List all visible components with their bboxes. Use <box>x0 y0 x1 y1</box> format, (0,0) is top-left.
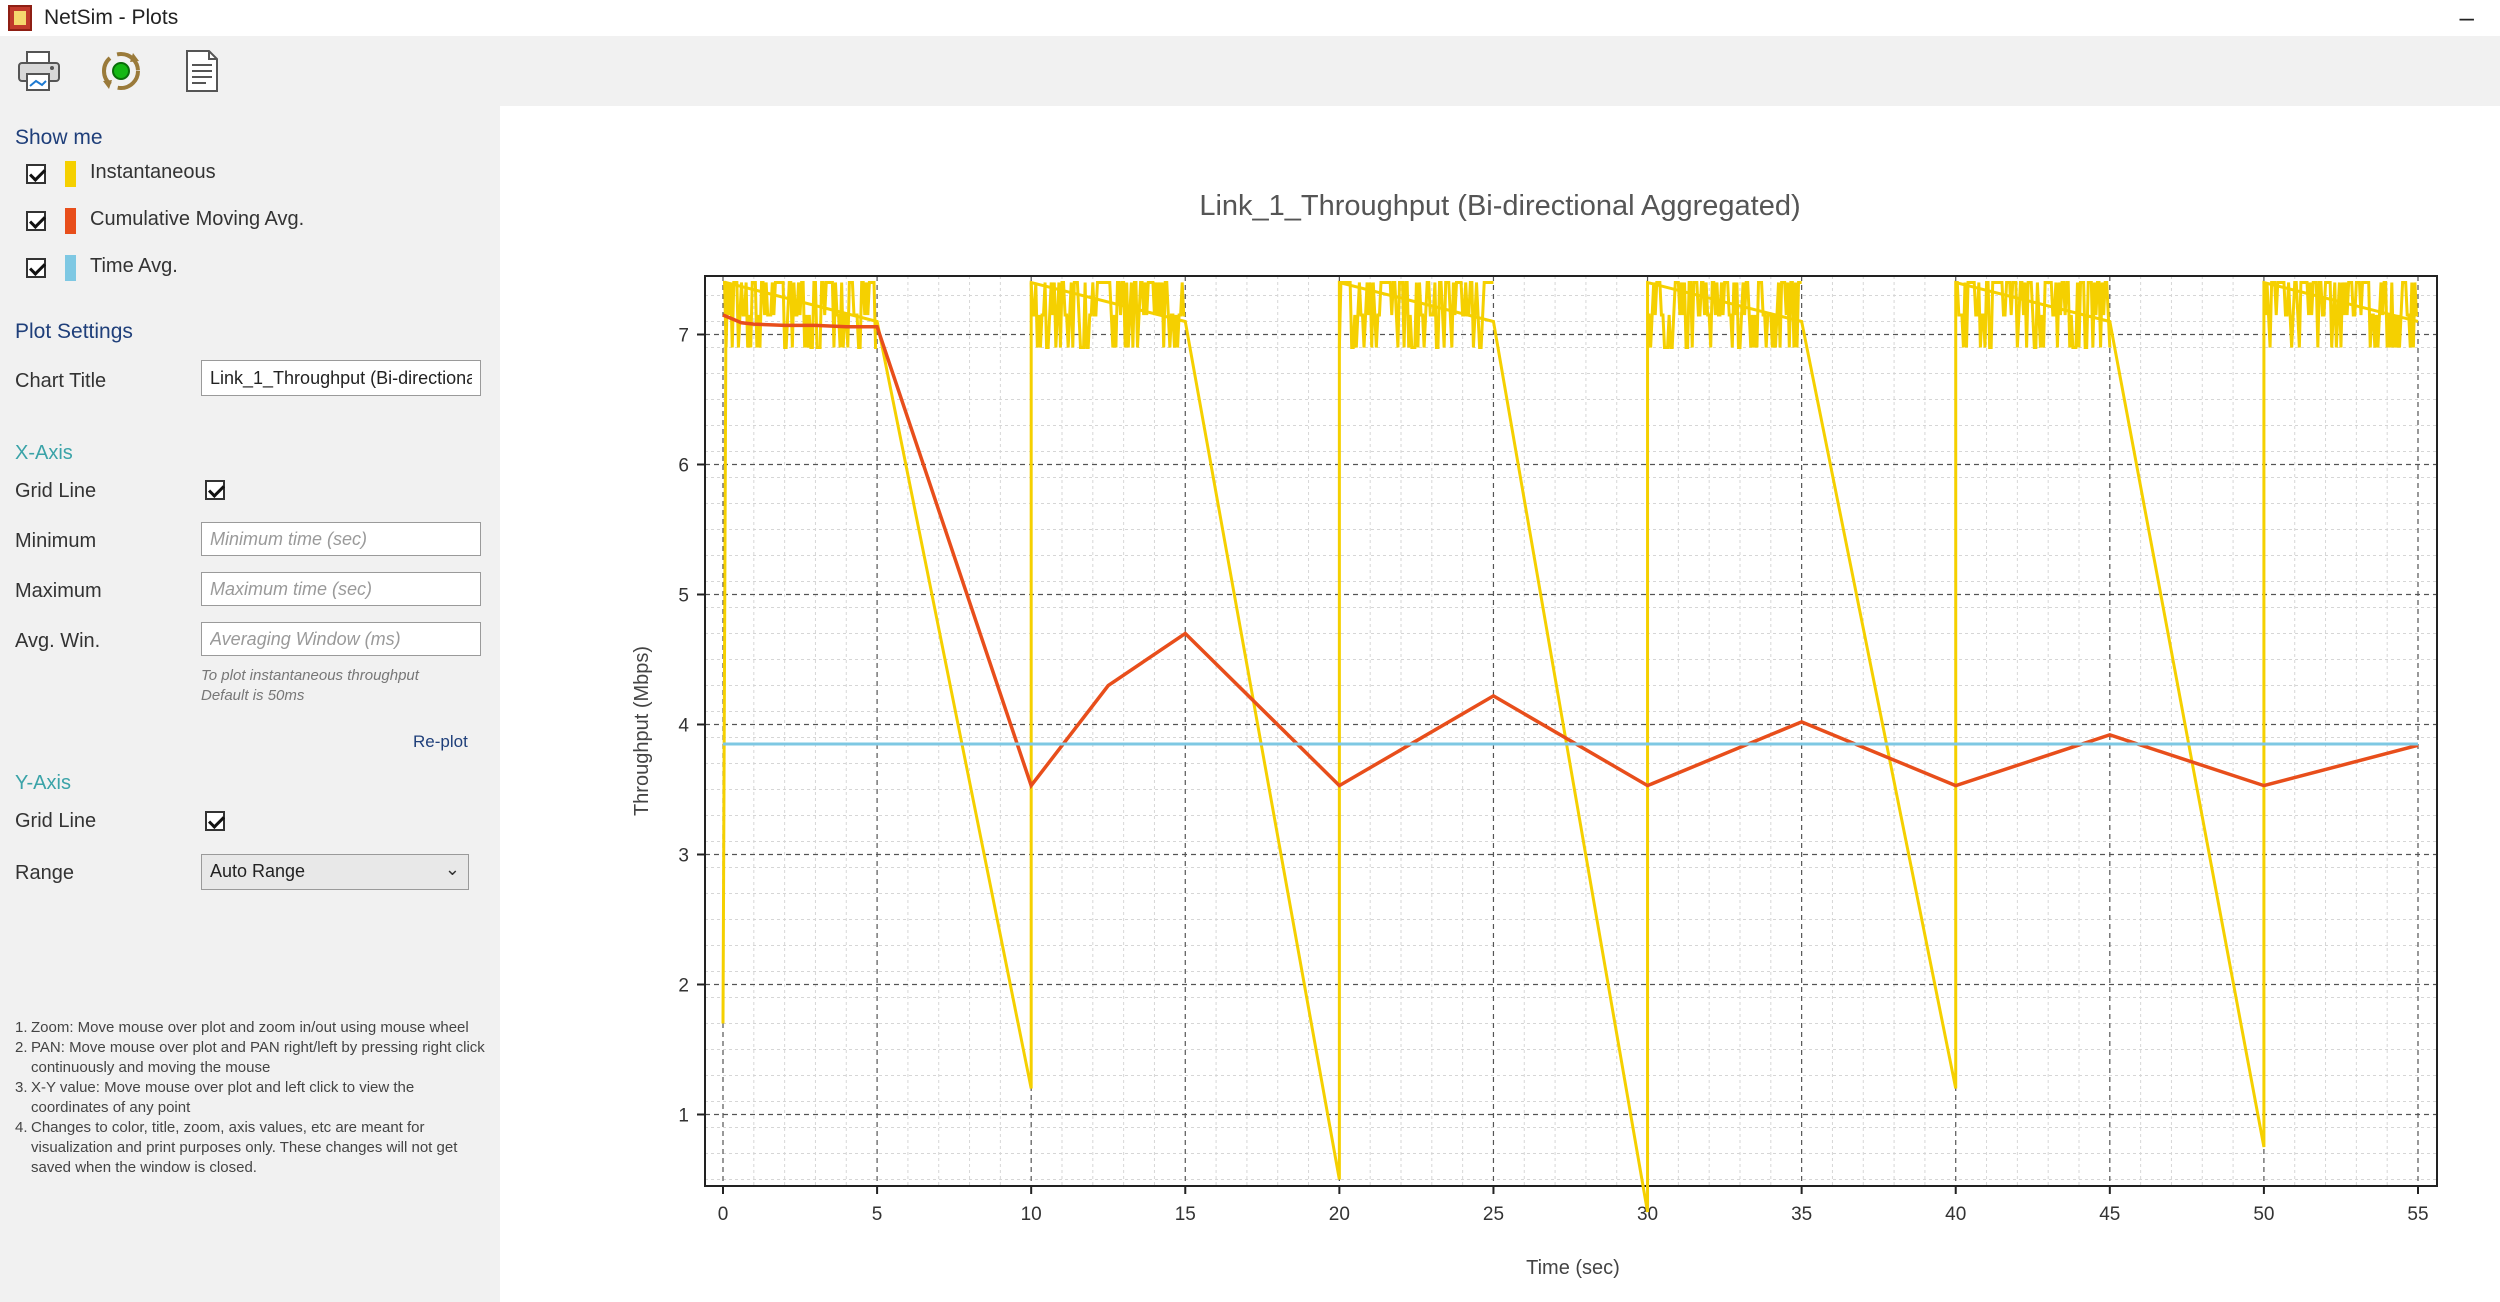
y-tick-label: 2 <box>678 976 689 997</box>
x-tick-label: 40 <box>1945 1204 1966 1225</box>
y-axis-label: Throughput (Mbps) <box>631 646 653 816</box>
instantaneous-label: Instantaneous <box>90 161 216 183</box>
x-tick-label: 10 <box>1021 1204 1042 1225</box>
x-maximum-input[interactable] <box>201 572 481 606</box>
range-label: Range <box>15 862 74 884</box>
cumulative-moving-avg-color-swatch[interactable] <box>65 208 76 234</box>
instantaneous-series-line <box>721 280 2419 1213</box>
usage-note: 1. Zoom: Move mouse over plot and zoom in… <box>15 1019 469 1036</box>
x-tick-label: 30 <box>1637 1204 1658 1225</box>
usage-notes: 1. Zoom: Move mouse over plot and zoom in… <box>15 1018 485 1178</box>
range-select[interactable]: Auto Range ⌄ <box>201 854 469 890</box>
toolbar <box>0 36 2500 106</box>
y-axis-heading: Y-Axis <box>15 772 71 794</box>
instantaneous-burst <box>1647 281 1802 349</box>
chart-title: Link_1_Throughput (Bi-directional Aggreg… <box>1199 190 1801 222</box>
usage-note: 3. X-Y value: Move mouse over plot and le… <box>15 1079 415 1116</box>
y-tick-label: 6 <box>678 456 689 477</box>
y-grid-line-checkbox[interactable] <box>205 811 225 831</box>
refresh-button[interactable] <box>96 46 146 96</box>
usage-note: 2. PAN: Move mouse over plot and PAN righ… <box>15 1039 485 1076</box>
x-tick-label: 35 <box>1791 1204 1812 1225</box>
instantaneous-burst <box>2262 281 2418 348</box>
time-avg-label: Time Avg. <box>90 255 178 277</box>
y-tick-label: 1 <box>678 1106 689 1127</box>
x-maximum-label: Maximum <box>15 580 102 602</box>
avg-win-hint-line2: Default is 50ms <box>201 687 305 704</box>
title-bar: NetSim - Plots – <box>0 0 2500 36</box>
chevron-down-icon: ⌄ <box>444 859 460 879</box>
replot-link[interactable]: Re-plot <box>413 732 468 751</box>
plot-area: Link_1_Throughput (Bi-directional Aggreg… <box>500 106 2500 1302</box>
y-tick-label: 5 <box>678 586 689 607</box>
cumulative-moving-avg-checkbox[interactable] <box>26 211 46 231</box>
time-avg-color-swatch[interactable] <box>65 255 76 281</box>
x-tick-label: 50 <box>2253 1204 2274 1225</box>
x-tick-label: 45 <box>2099 1204 2120 1225</box>
y-grid-line-label: Grid Line <box>15 810 97 832</box>
x-tick-label: 20 <box>1329 1204 1350 1225</box>
x-grid-line-checkbox[interactable] <box>205 480 225 500</box>
chart-title-label: Chart Title <box>15 370 107 392</box>
instantaneous-checkbox[interactable] <box>26 164 46 184</box>
plot-frame <box>704 275 2438 1187</box>
window-title: NetSim - Plots <box>44 6 179 29</box>
plot-settings-sidebar: Show me Instantaneous Cumulative Moving … <box>0 106 500 1302</box>
range-select-value: Auto Range <box>210 861 306 881</box>
x-tick-label: 5 <box>872 1204 883 1225</box>
refresh-icon <box>102 52 140 90</box>
cumulative-moving-avg-label: Cumulative Moving Avg. <box>90 208 305 230</box>
show-me-heading: Show me <box>15 126 103 149</box>
usage-note: 4. Changes to color, title, zoom, axis va… <box>15 1119 458 1176</box>
y-tick-label: 3 <box>678 846 689 867</box>
avg-win-input[interactable] <box>201 622 481 656</box>
instantaneous-burst <box>1029 281 1186 349</box>
x-tick-label: 0 <box>718 1204 729 1225</box>
instantaneous-burst <box>723 281 878 349</box>
time-avg-checkbox[interactable] <box>26 258 46 278</box>
report-icon <box>186 50 218 92</box>
cumulative-moving-avg-series-line <box>722 313 2419 790</box>
plot-settings-heading: Plot Settings <box>15 320 133 343</box>
x-axis-heading: X-Axis <box>15 442 73 464</box>
y-tick-label: 4 <box>678 716 689 737</box>
x-minimum-input[interactable] <box>201 522 481 556</box>
avg-win-label: Avg. Win. <box>15 630 101 652</box>
instantaneous-burst <box>1955 281 2112 349</box>
print-button[interactable] <box>14 46 64 96</box>
netsim-app-icon <box>8 5 32 31</box>
avg-win-hint-line1: To plot instantaneous throughput <box>201 667 419 684</box>
x-tick-label: 25 <box>1483 1204 1504 1225</box>
x-minimum-label: Minimum <box>15 530 97 552</box>
x-tick-label: 15 <box>1175 1204 1196 1225</box>
minimize-button[interactable]: – <box>2459 2 2474 32</box>
report-button[interactable] <box>176 46 226 96</box>
avg-win-hint: To plot instantaneous throughput Default… <box>201 666 419 706</box>
instantaneous-color-swatch[interactable] <box>65 161 76 187</box>
instantaneous-burst <box>1337 281 1494 349</box>
x-tick-label: 55 <box>2407 1204 2428 1225</box>
x-axis-label: Time (sec) <box>1526 1257 1620 1279</box>
chart-title-input[interactable] <box>201 360 481 396</box>
x-grid-line-label: Grid Line <box>15 480 97 502</box>
y-tick-label: 7 <box>678 326 689 347</box>
printer-icon <box>18 51 60 91</box>
